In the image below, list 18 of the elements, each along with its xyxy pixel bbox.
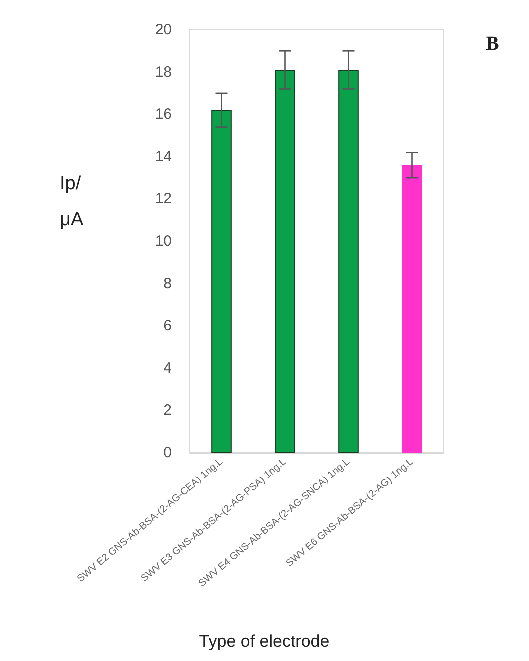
bar bbox=[275, 70, 296, 453]
bar bbox=[338, 70, 359, 453]
text: B bbox=[486, 33, 500, 55]
y-tick-label: 6 bbox=[164, 318, 172, 335]
y-tick-label: 20 bbox=[155, 22, 172, 38]
y-tick-label: 14 bbox=[155, 148, 172, 166]
y-tick-label: 12 bbox=[155, 190, 172, 208]
bar bbox=[402, 165, 422, 453]
y-tick-label: 18 bbox=[155, 64, 172, 81]
y-axis-title: Ip/ μA bbox=[60, 174, 86, 230]
x-axis-title: Type of electrode bbox=[199, 632, 330, 651]
y-tick-label: 10 bbox=[155, 233, 172, 250]
y-tick-label: 4 bbox=[164, 360, 172, 377]
y-tick-label: 16 bbox=[155, 106, 172, 124]
bar bbox=[212, 110, 232, 453]
y-tick-label: 2 bbox=[164, 402, 172, 420]
y-tick-label: 0 bbox=[164, 444, 172, 462]
y-tick-label: 8 bbox=[164, 275, 172, 292]
